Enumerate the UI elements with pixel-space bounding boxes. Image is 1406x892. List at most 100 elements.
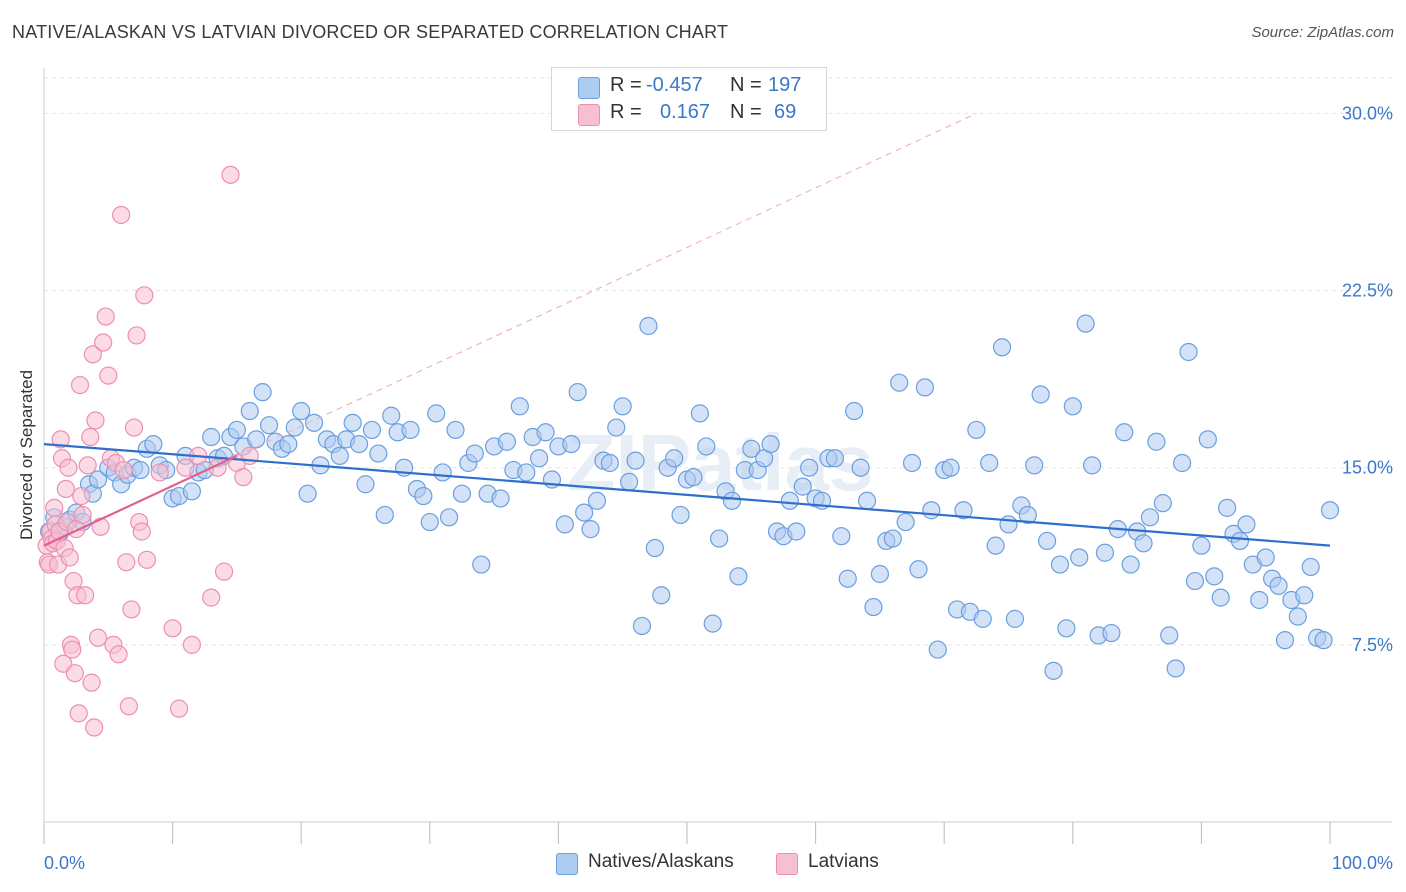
- natives-point: [780, 491, 799, 510]
- latvians-point: [234, 468, 253, 487]
- latvians-point: [124, 418, 144, 437]
- latvians-point: [83, 345, 102, 364]
- natives-point: [710, 529, 729, 548]
- latvians-point: [60, 548, 79, 567]
- latvians-point: [91, 517, 110, 536]
- natives-point: [375, 505, 394, 525]
- natives-point: [1269, 576, 1288, 595]
- natives-point: [1275, 631, 1295, 650]
- natives-point: [1082, 456, 1102, 475]
- natives-point: [356, 475, 375, 494]
- natives-point: [1018, 505, 1037, 525]
- natives-point: [1147, 432, 1166, 451]
- natives-point: [555, 515, 574, 534]
- natives-swatch: [578, 77, 600, 99]
- y-tick-label: 30.0%: [1342, 103, 1393, 123]
- latvians-legend-swatch: [776, 853, 798, 875]
- natives-point: [433, 463, 452, 482]
- latvians-point: [114, 460, 133, 480]
- natives-point: [497, 432, 517, 451]
- latvians-trend-extension: [236, 112, 977, 457]
- natives-point: [131, 460, 150, 480]
- natives-point: [343, 413, 362, 432]
- natives-point: [1256, 548, 1275, 567]
- latvians-point: [119, 697, 138, 716]
- natives-point: [182, 482, 201, 501]
- y-tick-label: 7.5%: [1352, 635, 1393, 655]
- latvians-point: [65, 664, 84, 683]
- natives-point: [349, 434, 369, 454]
- r-value: 0.167: [660, 101, 711, 123]
- natives-point: [202, 427, 221, 447]
- natives-point: [510, 397, 529, 416]
- latvians-point: [109, 645, 128, 664]
- natives-point: [1037, 531, 1057, 551]
- natives-point: [1031, 385, 1050, 404]
- natives-point: [986, 536, 1005, 555]
- latvians-point: [76, 586, 95, 605]
- natives-point: [446, 420, 465, 440]
- latvians-point: [85, 718, 104, 737]
- latvians-point: [122, 600, 141, 619]
- natives-point: [530, 449, 549, 468]
- natives-point: [1115, 423, 1134, 442]
- natives-point: [1140, 508, 1160, 527]
- latvians-point: [117, 553, 136, 572]
- natives-point: [382, 406, 401, 425]
- natives-point: [761, 434, 780, 454]
- natives-trend-line: [43, 442, 1331, 547]
- natives-point: [568, 383, 587, 402]
- natives-point: [427, 404, 446, 423]
- natives-point: [1057, 619, 1076, 638]
- natives-point: [1250, 590, 1269, 610]
- natives-point: [298, 484, 317, 503]
- natives-point: [369, 444, 388, 463]
- natives-point: [1076, 314, 1095, 333]
- natives-point: [909, 560, 928, 579]
- natives-point: [1320, 501, 1340, 520]
- natives-point: [1205, 567, 1224, 586]
- natives-point: [787, 522, 806, 541]
- natives-point: [941, 458, 960, 477]
- natives-point: [922, 501, 941, 520]
- natives-point: [1063, 397, 1082, 416]
- natives-point: [1005, 609, 1025, 628]
- natives-point: [742, 439, 761, 458]
- natives-point: [285, 418, 304, 437]
- natives-point: [472, 555, 491, 574]
- natives-point: [1237, 515, 1256, 534]
- natives-point: [697, 437, 716, 456]
- natives-point: [992, 338, 1012, 357]
- natives-point: [613, 397, 632, 416]
- latvians-point: [127, 326, 146, 345]
- natives-point: [253, 383, 272, 402]
- latvians-point: [86, 411, 105, 430]
- latvians-point: [81, 427, 100, 447]
- r-label: R =: [610, 101, 642, 123]
- natives-point: [832, 527, 851, 546]
- natives-point: [401, 420, 420, 440]
- latvians-point: [137, 550, 156, 569]
- natives-point: [671, 505, 690, 525]
- natives-point: [626, 451, 645, 470]
- natives-point: [703, 614, 722, 633]
- natives-point: [851, 458, 870, 477]
- latvians-point: [69, 704, 88, 723]
- natives-point: [240, 401, 259, 421]
- latvians-point: [78, 456, 97, 475]
- natives-point: [1218, 498, 1237, 517]
- natives-legend-label: Natives/Alaskans: [588, 851, 734, 872]
- latvians-point: [202, 588, 221, 607]
- latvians-point: [176, 458, 195, 477]
- natives-point: [1153, 494, 1172, 513]
- x-tick-label: 0.0%: [44, 853, 85, 873]
- natives-point: [845, 401, 864, 421]
- y-tick-label: 15.0%: [1342, 458, 1393, 478]
- natives-point: [690, 404, 709, 423]
- natives-point: [857, 491, 877, 510]
- natives-point: [600, 453, 619, 473]
- natives-point: [587, 491, 607, 510]
- natives-point: [1314, 631, 1333, 650]
- natives-point: [870, 564, 890, 584]
